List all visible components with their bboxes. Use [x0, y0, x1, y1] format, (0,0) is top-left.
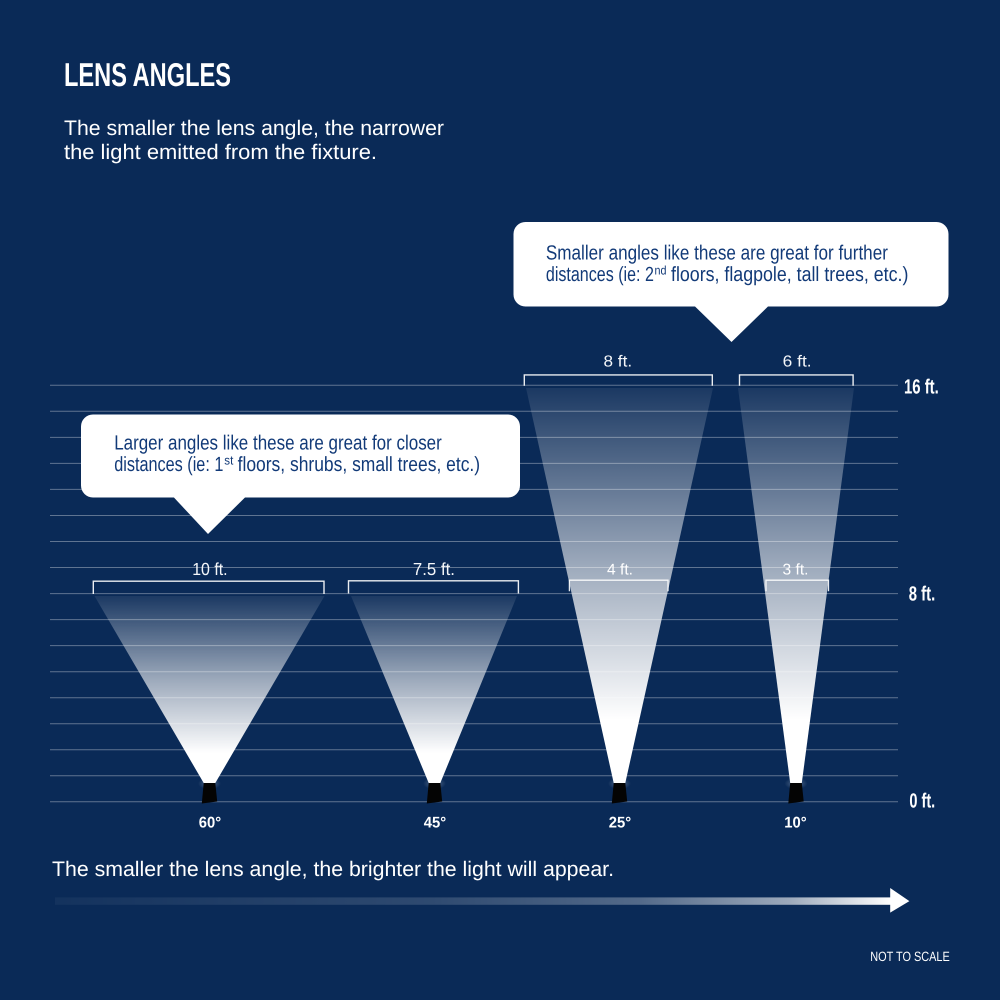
svg-text:8 ft.: 8 ft. — [909, 582, 935, 605]
svg-text:The smaller the lens angle, th: The smaller the lens angle, the brighter… — [52, 858, 614, 881]
svg-text:LENS ANGLES: LENS ANGLES — [64, 56, 231, 93]
svg-text:0 ft.: 0 ft. — [909, 790, 935, 813]
svg-text:25°: 25° — [609, 815, 631, 832]
svg-text:distances (ie: 1: distances (ie: 1 — [114, 453, 223, 476]
svg-text:Smaller angles like these are: Smaller angles like these are great for … — [546, 241, 888, 264]
svg-text:the light emitted from the fix: the light emitted from the fixture. — [64, 141, 377, 164]
svg-text:10°: 10° — [784, 815, 806, 832]
svg-text:floors, shrubs, small trees, e: floors, shrubs, small trees, etc.) — [238, 453, 481, 476]
svg-text:floors, flagpole, tall trees,: floors, flagpole, tall trees, etc.) — [671, 263, 908, 286]
svg-text:4 ft.: 4 ft. — [607, 561, 633, 578]
svg-text:10 ft.: 10 ft. — [192, 559, 227, 579]
svg-text:3 ft.: 3 ft. — [783, 561, 809, 578]
svg-text:16 ft.: 16 ft. — [904, 376, 939, 399]
svg-text:45°: 45° — [424, 815, 446, 832]
svg-text:8 ft.: 8 ft. — [604, 354, 633, 371]
svg-text:The smaller the lens angle, th: The smaller the lens angle, the narrower — [64, 117, 444, 140]
svg-text:nd: nd — [655, 263, 667, 277]
svg-text:60°: 60° — [199, 815, 221, 832]
svg-text:6 ft.: 6 ft. — [783, 354, 812, 371]
svg-text:NOT TO SCALE: NOT TO SCALE — [870, 949, 950, 964]
svg-text:distances (ie: 2: distances (ie: 2 — [546, 263, 654, 286]
svg-text:st: st — [224, 454, 233, 468]
svg-text:7.5 ft.: 7.5 ft. — [413, 559, 455, 579]
svg-text:Larger angles like these are g: Larger angles like these are great for c… — [114, 432, 442, 455]
